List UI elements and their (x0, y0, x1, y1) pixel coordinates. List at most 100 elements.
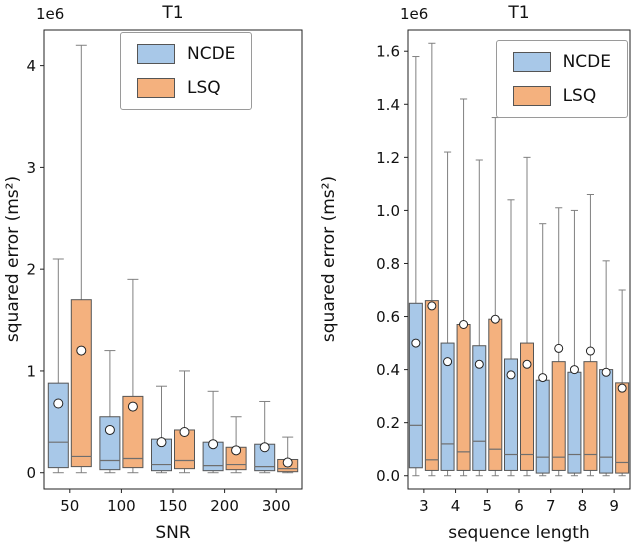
y-tick-label: 1.4 (376, 96, 400, 114)
mean-marker (474, 359, 484, 369)
y-tick-label: 1.6 (376, 43, 400, 61)
mean-marker (127, 401, 138, 412)
boxplot-canvas-sequence-length: 0.0 0.2 0.4 0.6 0.8 1.0 1.2 1.4 1.6 3 4 5 6 7 8 9 (376, 29, 631, 515)
y-tick-label: 1 (26, 362, 36, 380)
y-tick-label: 1.2 (376, 149, 400, 167)
box (504, 358, 518, 471)
mean-marker (53, 398, 64, 409)
mean-marker (104, 424, 115, 435)
mean-marker (522, 359, 532, 369)
x-tick-label: 3 (419, 497, 429, 515)
mean-marker (443, 357, 453, 367)
mean-marker (282, 457, 293, 468)
x-tick-label: 8 (578, 497, 588, 515)
mean-marker (601, 367, 611, 377)
x-axis-ticks: 50 100 150 200 300 (60, 489, 291, 515)
x-axis-label: SNR (155, 523, 191, 543)
chart-title: T1 (162, 3, 184, 23)
x-axis-ticks: 3 4 5 6 7 8 9 (419, 489, 619, 515)
box (488, 318, 503, 471)
mean-marker (538, 373, 548, 383)
series-LSQ (424, 42, 630, 477)
x-tick-label: 150 (159, 497, 188, 515)
legend: NCDE LSQ (495, 40, 628, 118)
chart-title: T1 (508, 3, 530, 23)
lsq-color-swatch (512, 86, 551, 106)
sequence-length-chart-panel: T1 1e6 squared error (ms²) sequence leng… (312, 0, 640, 551)
snr-chart-panel: T1 1e6 squared error (ms²) SNR 0 1 2 3 4 50 10… (0, 0, 312, 551)
y-axis-offset-label: 1e6 (400, 5, 429, 23)
legend-item-lsq: LSQ (137, 78, 235, 98)
box (567, 371, 582, 474)
y-tick-label: 0 (26, 464, 36, 482)
box (551, 361, 566, 471)
y-tick-label: 0.0 (376, 467, 400, 485)
x-tick-label: 7 (546, 497, 556, 515)
y-tick-label: 3 (26, 159, 36, 177)
box (122, 395, 144, 469)
mean-marker (490, 314, 500, 324)
box (615, 382, 630, 474)
mean-marker (569, 365, 579, 375)
mean-marker (506, 370, 516, 380)
box (456, 324, 471, 471)
x-tick-label: 50 (60, 497, 79, 515)
legend-label-lsq: LSQ (562, 85, 597, 106)
boxplot-canvas-snr: 0 1 2 3 4 50 100 150 200 300 (26, 29, 303, 515)
lsq-color-swatch (137, 78, 175, 98)
x-tick-label: 6 (514, 497, 524, 515)
box (472, 345, 487, 471)
legend-item-ncde: NCDE (512, 51, 611, 72)
legend-item-ncde: NCDE (137, 44, 235, 64)
mean-marker (76, 345, 87, 356)
mean-marker (231, 445, 242, 456)
mean-marker (259, 442, 270, 453)
mean-marker (459, 320, 469, 330)
series-NCDE (47, 258, 276, 474)
box (424, 300, 439, 471)
legend: NCDE LSQ (120, 32, 253, 110)
y-tick-label: 0.2 (376, 414, 400, 432)
box (408, 302, 423, 469)
legend-item-lsq: LSQ (512, 85, 611, 106)
box (70, 299, 92, 468)
x-tick-label: 4 (451, 497, 461, 515)
x-tick-label: 9 (609, 497, 619, 515)
y-tick-label: 4 (26, 57, 36, 75)
y-axis-offset-label: 1e6 (36, 5, 65, 23)
box (583, 361, 598, 471)
box (535, 379, 550, 474)
mean-marker (554, 343, 564, 353)
box (440, 342, 455, 471)
ncde-color-swatch (512, 52, 551, 72)
y-tick-label: 0.4 (376, 361, 400, 379)
y-tick-label: 0.6 (376, 308, 400, 326)
series-NCDE (408, 56, 614, 477)
y-tick-label: 0.8 (376, 255, 400, 273)
y-axis-ticks: 0.0 0.2 0.4 0.6 0.8 1.0 1.2 1.4 1.6 (376, 43, 408, 485)
x-tick-label: 100 (107, 497, 136, 515)
legend-label-ncde: NCDE (562, 51, 611, 72)
y-axis-ticks: 0 1 2 3 4 (26, 57, 44, 482)
box (47, 382, 69, 469)
y-tick-label: 2 (26, 261, 36, 279)
mean-marker (156, 437, 167, 448)
mean-marker (585, 346, 595, 356)
mean-marker (208, 439, 219, 450)
x-tick-label: 300 (262, 497, 291, 515)
mean-marker (617, 383, 627, 393)
mean-marker (179, 427, 190, 438)
series-LSQ (70, 44, 299, 474)
x-tick-label: 5 (483, 497, 493, 515)
box (99, 416, 121, 471)
x-tick-label: 200 (210, 497, 239, 515)
mean-marker (411, 338, 421, 348)
legend-label-lsq: LSQ (187, 77, 221, 98)
y-tick-label: 1.0 (376, 202, 400, 220)
legend-label-ncde: NCDE (187, 43, 236, 64)
box (520, 342, 534, 471)
x-axis-label: sequence length (448, 523, 590, 543)
mean-marker (427, 301, 437, 311)
ncde-color-swatch (137, 44, 175, 64)
